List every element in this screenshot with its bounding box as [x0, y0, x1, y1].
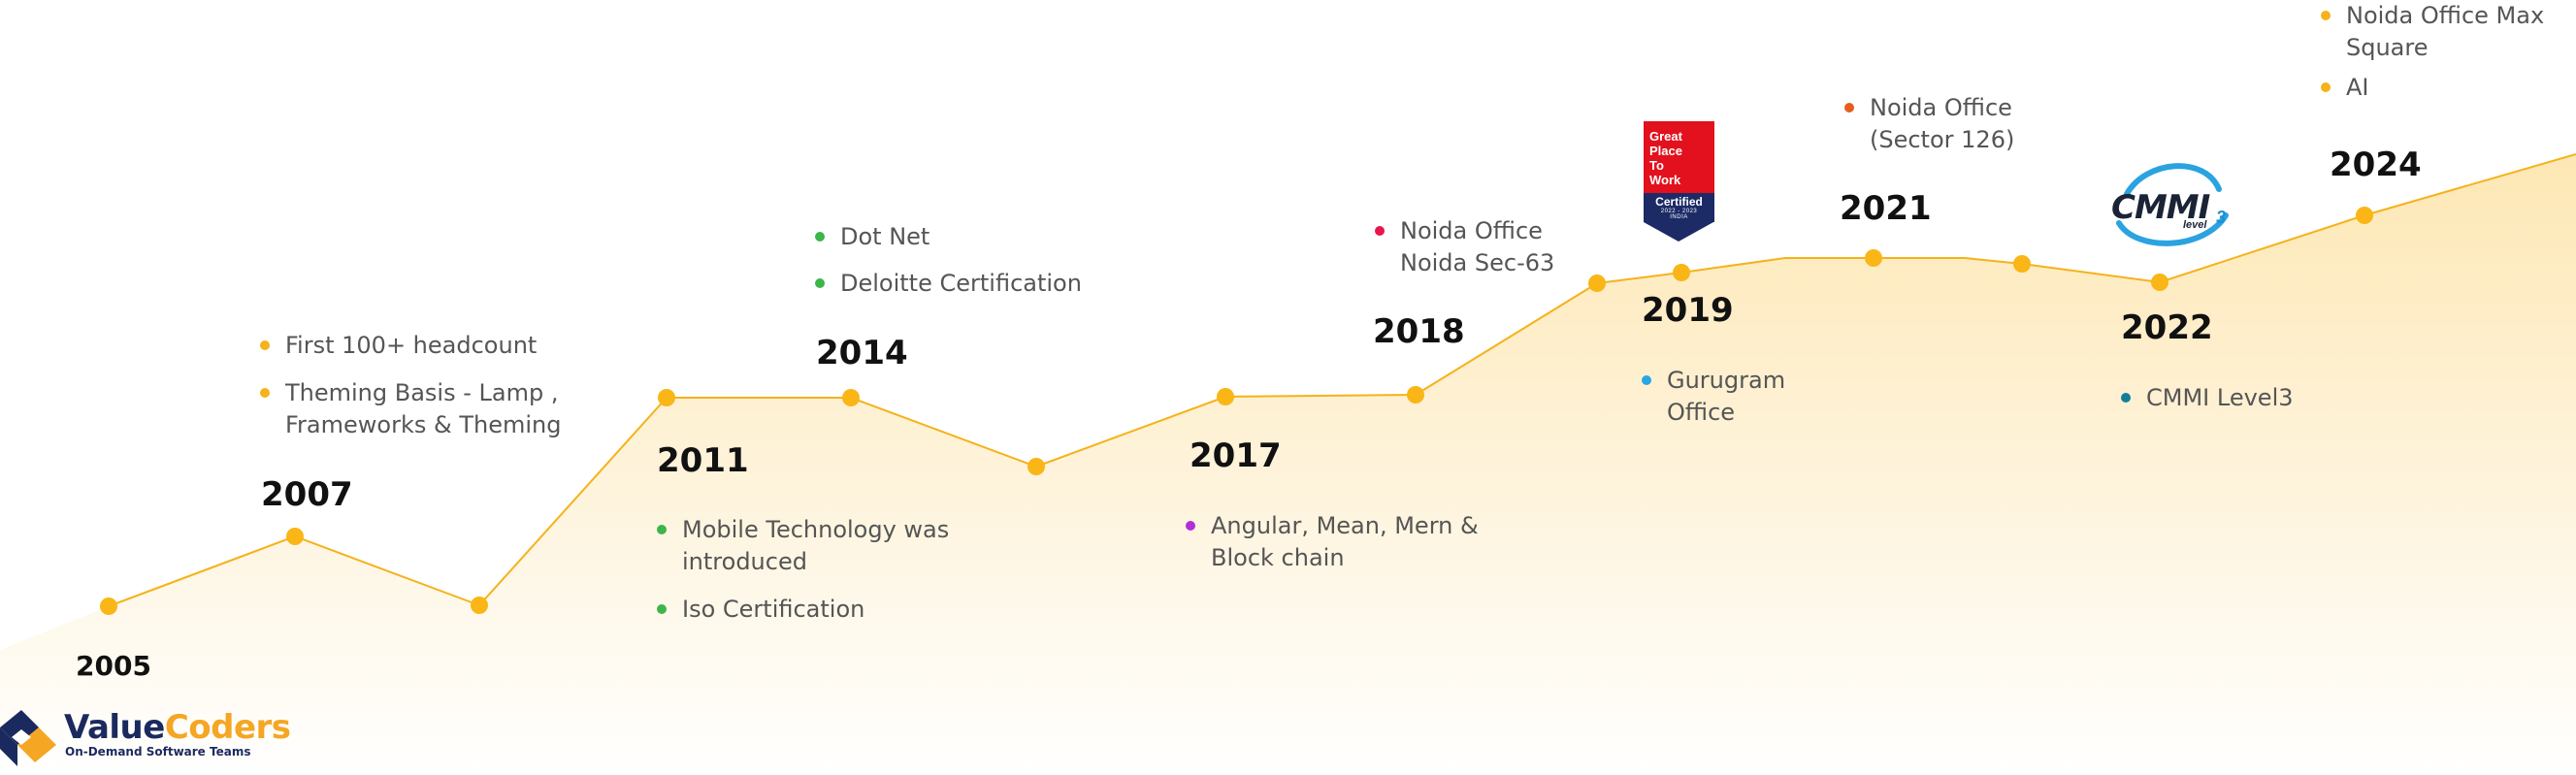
timeline-area-fill	[0, 154, 2576, 775]
bullet-icon	[1844, 103, 1854, 113]
cmmi-swoosh-icon	[2116, 163, 2229, 246]
bullet-icon	[2321, 11, 2331, 20]
timeline-node	[2151, 274, 2168, 291]
note-text: Noida Office Noida Sec-63	[1400, 217, 1555, 276]
bullet-icon	[2121, 393, 2131, 403]
list-item: Noida Office Max Square	[2321, 0, 2563, 64]
note-text: Deloitte Certification	[840, 270, 1082, 297]
notes-2014: Dot Net Deloitte Certification	[815, 221, 1135, 315]
timeline-node	[1407, 386, 1424, 404]
valuecoders-logo: ValueCoders On-Demand Software Teams	[0, 706, 291, 775]
timeline-node	[1027, 458, 1045, 475]
timeline-node	[2356, 207, 2373, 224]
timeline-nodes	[100, 207, 2373, 615]
timeline-node	[2013, 255, 2031, 273]
year-2019: 2019	[1642, 291, 1734, 330]
list-item: Angular, Mean, Mern & Block chain	[1186, 510, 1486, 574]
logo-name-part1: Value	[64, 708, 165, 747]
year-2018: 2018	[1373, 312, 1465, 351]
logo-wordmark: ValueCoders	[64, 708, 291, 747]
timeline-node	[842, 389, 860, 406]
year-2005: 2005	[76, 650, 151, 682]
timeline-node	[1673, 264, 1690, 281]
note-text: Mobile Technology was introduced	[682, 516, 950, 575]
notes-2011: Mobile Technology was introduced Iso Cer…	[657, 514, 977, 641]
notes-2007: First 100+ headcount Theming Basis - Lam…	[260, 330, 580, 457]
bullet-icon	[1186, 521, 1195, 531]
list-item: Dot Net	[815, 221, 1135, 253]
year-2007: 2007	[261, 475, 353, 514]
gptw-point-shape	[1644, 222, 1713, 242]
list-item: Theming Basis - Lamp , Frameworks & Them…	[260, 377, 580, 441]
year-2021: 2021	[1840, 189, 1932, 228]
bullet-icon	[1375, 226, 1385, 236]
year-2022: 2022	[2121, 308, 2213, 347]
logo-tagline: On-Demand Software Teams	[65, 745, 251, 759]
note-text: Noida Office (Sector 126)	[1870, 94, 2015, 153]
great-place-to-work-badge: Great Place To Work Certified 2022 - 202…	[1644, 121, 1714, 242]
note-text: AI	[2346, 74, 2369, 101]
gptw-line: Great	[1649, 129, 1682, 144]
note-text: Dot Net	[840, 223, 930, 250]
notes-2021: Noida Office (Sector 126)	[1844, 92, 2038, 172]
timeline-node	[286, 528, 304, 545]
gptw-certified-label: Certified	[1655, 195, 1703, 209]
timeline-node	[100, 597, 117, 615]
list-item: First 100+ headcount	[260, 330, 580, 362]
note-text: Iso Certification	[682, 596, 865, 623]
notes-2017: Angular, Mean, Mern & Block chain	[1186, 510, 1486, 590]
list-item: AI	[2321, 72, 2563, 104]
gptw-title: Great Place To Work	[1644, 121, 1714, 193]
list-item: Gurugram Office	[1642, 365, 1787, 429]
note-text: Theming Basis - Lamp , Frameworks & Them…	[285, 379, 562, 438]
gptw-country: INDIA	[1670, 214, 1688, 220]
bullet-icon	[1642, 375, 1651, 385]
bullet-icon	[260, 388, 270, 398]
list-item: Deloitte Certification	[815, 268, 1135, 300]
list-item: Mobile Technology was introduced	[657, 514, 977, 578]
bullet-icon	[2321, 82, 2331, 92]
list-item: CMMI Level3	[2121, 382, 2364, 414]
timeline-node	[471, 597, 488, 614]
gptw-line: Place	[1649, 144, 1682, 158]
notes-2019: Gurugram Office	[1642, 365, 1787, 444]
bullet-icon	[657, 604, 667, 614]
year-2011: 2011	[657, 441, 749, 480]
year-2017: 2017	[1190, 436, 1282, 475]
timeline-node	[658, 389, 675, 406]
cmmi-word: CMMI	[2111, 188, 2210, 227]
note-text: CMMI Level3	[2146, 384, 2294, 411]
note-text: Angular, Mean, Mern & Block chain	[1211, 512, 1479, 571]
bullet-icon	[657, 525, 667, 534]
gptw-certified: Certified 2022 - 2023 INDIA	[1644, 193, 1714, 222]
timeline-node	[1217, 388, 1234, 405]
list-item: Noida Office (Sector 126)	[1844, 92, 2038, 156]
cmmi-level: level	[2183, 219, 2207, 231]
cmmi-number: 3	[2216, 208, 2227, 227]
bullet-icon	[815, 278, 825, 288]
notes-2022: CMMI Level3	[2121, 382, 2364, 430]
note-text: First 100+ headcount	[285, 332, 538, 359]
year-2014: 2014	[816, 334, 908, 372]
list-item: Noida Office Noida Sec-63	[1375, 215, 1569, 279]
gptw-line: Work	[1649, 173, 1681, 187]
gptw-line: To	[1649, 158, 1664, 173]
note-text: Noida Office Max Square	[2346, 2, 2545, 61]
valuecoders-mark-icon	[0, 710, 56, 766]
cmmi-logo: CMMI level 3	[2107, 155, 2234, 252]
bullet-icon	[260, 340, 270, 350]
logo-name-part2: Coders	[164, 708, 291, 747]
bullet-icon	[815, 232, 825, 242]
notes-2024: Noida Office Max Square AI	[2321, 0, 2563, 119]
gptw-dates: 2022 - 2023	[1660, 209, 1698, 214]
year-2024: 2024	[2330, 145, 2422, 184]
timeline-node	[1865, 249, 1882, 267]
notes-2018: Noida Office Noida Sec-63	[1375, 215, 1569, 295]
timeline-node	[1588, 274, 1606, 292]
note-text: Gurugram Office	[1667, 367, 1786, 426]
list-item: Iso Certification	[657, 594, 977, 626]
